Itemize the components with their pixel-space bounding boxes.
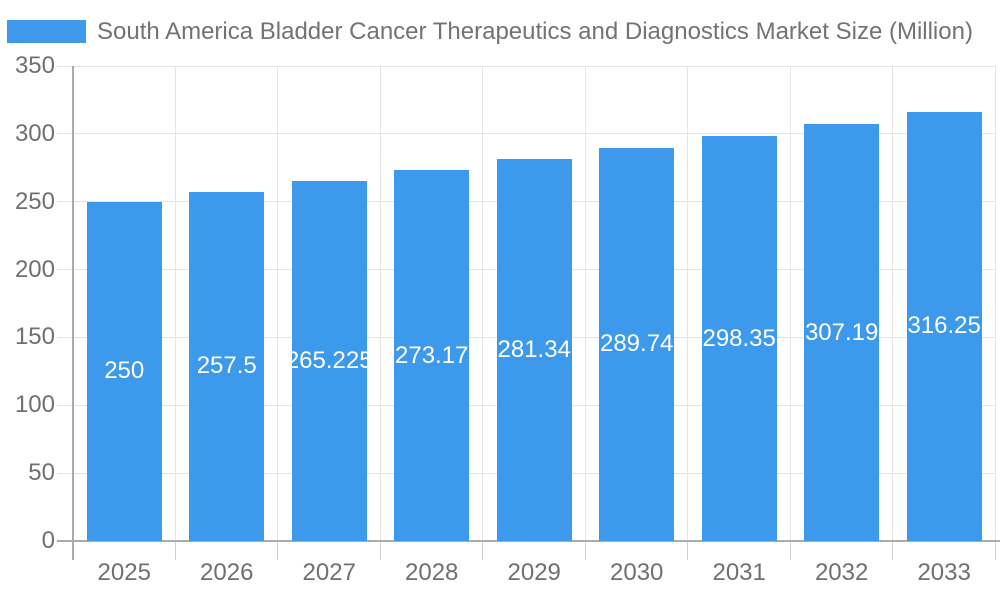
legend-swatch	[7, 20, 86, 43]
gridline-vertical	[379, 66, 381, 541]
x-axis-tick-label: 2031	[712, 559, 766, 586]
gridline-vertical	[892, 66, 894, 541]
gridline-horizontal	[57, 133, 996, 135]
y-axis-tick-label: 300	[14, 119, 55, 147]
y-axis-line	[72, 66, 74, 560]
x-axis-tick-label: 2033	[917, 559, 971, 586]
y-axis-tick-label: 0	[41, 527, 55, 554]
y-axis-tick-label: 250	[14, 187, 55, 215]
bar-value-label: 316.25	[907, 312, 981, 340]
x-axis-tick	[379, 541, 381, 560]
bar[interactable]	[86, 201, 162, 541]
x-axis-tick-label: 2030	[609, 559, 664, 586]
y-axis-tick-label: 350	[14, 52, 55, 79]
x-axis-tick-label: 2032	[814, 559, 869, 586]
bar-value-label: 273.17	[395, 341, 469, 369]
y-axis-tick-label: 200	[14, 255, 55, 283]
bar-value-label: 265.225	[285, 347, 373, 375]
x-axis-tick	[584, 541, 586, 560]
x-axis-tick	[482, 541, 484, 560]
bar-value-label: 250	[104, 357, 145, 385]
bar-value-label: 257.5	[196, 352, 257, 380]
bar-value-label: 289.74	[599, 330, 674, 358]
x-axis-tick-label: 2028	[405, 559, 459, 586]
gridline-vertical	[277, 66, 279, 541]
bar[interactable]	[291, 181, 367, 541]
chart-title: South America Bladder Cancer Therapeutic…	[97, 18, 973, 45]
y-axis-tick-label: 150	[14, 323, 55, 351]
gridline-vertical	[174, 66, 176, 541]
gridline-vertical	[584, 66, 586, 541]
legend-item[interactable]: South America Bladder Cancer Therapeutic…	[7, 18, 973, 45]
y-axis-tick-label: 100	[14, 391, 55, 419]
x-axis-tick-label: 2029	[507, 559, 561, 586]
bar[interactable]	[189, 191, 265, 541]
gridline-horizontal	[57, 65, 996, 67]
x-axis-tick-label: 2026	[200, 559, 254, 586]
y-axis-tick-label: 50	[28, 459, 55, 487]
gridline-vertical	[789, 66, 791, 541]
bar-value-label: 307.19	[804, 318, 879, 346]
gridline-vertical	[482, 66, 484, 541]
x-axis-tick	[994, 541, 996, 560]
bar[interactable]	[804, 124, 880, 541]
x-axis-tick-label: 2025	[97, 559, 151, 586]
x-axis-tick	[789, 541, 791, 560]
x-axis-tick	[277, 541, 279, 560]
x-axis-tick	[174, 541, 176, 560]
bar[interactable]	[599, 147, 675, 541]
x-axis-line	[57, 540, 1000, 542]
x-axis-tick	[687, 541, 689, 560]
bar[interactable]	[394, 170, 470, 541]
bar-value-label: 298.35	[702, 324, 776, 352]
bar-value-label: 281.34	[497, 336, 571, 364]
bar[interactable]	[906, 111, 982, 541]
gridline-vertical	[687, 66, 689, 541]
gridline-vertical	[994, 66, 996, 541]
x-axis-tick-label: 2027	[302, 559, 356, 586]
bar[interactable]	[701, 136, 777, 541]
bar[interactable]	[496, 159, 572, 541]
x-axis-tick	[892, 541, 894, 560]
